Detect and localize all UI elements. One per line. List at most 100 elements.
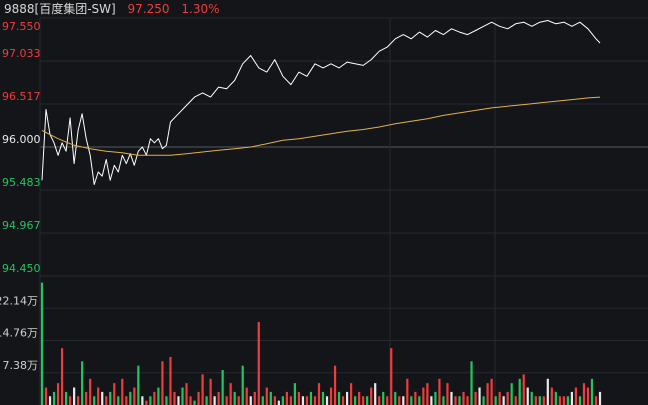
volume-bar: [450, 391, 453, 405]
volume-bar: [249, 396, 252, 405]
volume-bar: [345, 391, 349, 405]
volume-bar: [205, 396, 208, 405]
volume-bar: [598, 391, 602, 405]
volume-bar: [341, 396, 345, 405]
volume-bar: [317, 383, 321, 405]
volume-bar: [466, 396, 469, 405]
volume-bar: [165, 396, 168, 405]
volume-bar: [534, 396, 537, 405]
volume-bar: [273, 396, 276, 405]
volume-bar: [546, 378, 549, 405]
volume-bar: [285, 391, 288, 405]
price-tick-label: 94.450: [2, 262, 41, 275]
volume-tick-label: 7.38万: [3, 359, 39, 372]
volume-bar: [582, 383, 586, 405]
volume-bar: [40, 282, 44, 405]
volume-bar: [233, 391, 236, 405]
volume-bar: [129, 391, 132, 405]
volume-bar: [44, 387, 48, 405]
volume-bar: [173, 391, 176, 405]
chart-header: 9888[百度集团-SW] 97.250 1.30%: [4, 1, 228, 17]
volume-bar: [578, 396, 582, 405]
volume-bar: [374, 383, 377, 405]
volume-bar: [73, 387, 76, 405]
volume-bar: [157, 387, 160, 405]
volume-bar: [177, 396, 180, 405]
volume-bar: [458, 396, 461, 405]
volume-bar: [209, 378, 212, 405]
volume-bar: [402, 396, 405, 405]
volume-bar: [510, 383, 513, 405]
volume-bar: [297, 391, 301, 405]
volume-bar: [570, 391, 574, 405]
price-tick-label: 97.550: [2, 20, 41, 33]
volume-bar: [514, 396, 517, 405]
volume-bar: [257, 321, 260, 405]
volume-bar: [225, 396, 228, 405]
volume-bar: [554, 391, 557, 405]
volume-bar: [153, 391, 156, 405]
volume-bar: [586, 387, 590, 405]
volume-bar: [133, 387, 136, 405]
volume-bar: [390, 348, 393, 405]
volume-bar: [566, 396, 569, 405]
volume-bar: [430, 396, 433, 405]
volume-bar: [418, 396, 421, 405]
volume-bar: [229, 383, 232, 405]
volume-bar: [305, 396, 309, 405]
price-tick-label: 95.483: [2, 176, 41, 189]
volume-bar: [141, 396, 144, 405]
volume-bar: [474, 391, 477, 405]
volume-bar: [113, 383, 116, 405]
volume-bar: [594, 396, 598, 405]
volume-bar: [426, 383, 429, 405]
last-price: 97.250: [127, 2, 170, 16]
volume-bar: [462, 391, 465, 405]
volume-bar: [48, 396, 52, 405]
average-price-line: [41, 96, 601, 156]
volume-bar: [382, 391, 385, 405]
price-tick-label: 96.000: [2, 133, 41, 146]
volume-bar: [125, 396, 128, 405]
volume-bar: [181, 387, 184, 405]
volume-bar: [109, 391, 112, 405]
volume-bar: [85, 391, 88, 405]
volume-bar: [197, 391, 200, 405]
volume-bar: [522, 374, 525, 405]
volume-bar: [60, 348, 64, 405]
volume-bar: [526, 387, 529, 405]
volume-bar: [550, 387, 553, 405]
volume-bar: [253, 391, 256, 405]
volume-bar: [454, 396, 457, 405]
change-percent: 1.30%: [181, 2, 220, 16]
volume-bar: [337, 391, 341, 405]
volume-bar: [329, 387, 333, 405]
volume-bar: [558, 396, 561, 405]
volume-bar: [265, 387, 268, 405]
volume-bar: [245, 387, 248, 405]
volume-bar: [502, 396, 505, 405]
volume-bar: [81, 361, 84, 405]
volume-bar: [350, 383, 353, 405]
volume-bar: [478, 387, 481, 405]
volume-bar: [446, 383, 449, 405]
volume-bar: [217, 391, 220, 405]
volume-bar: [201, 374, 204, 405]
volume-bar: [538, 396, 541, 405]
price-tick-label: 97.033: [2, 47, 41, 60]
volume-bar: [325, 396, 329, 405]
volume-bar: [193, 400, 196, 405]
volume-bar: [97, 387, 100, 405]
volume-bar: [518, 378, 521, 405]
volume-bar: [161, 361, 164, 405]
volume-bar: [289, 396, 292, 405]
volume-bar: [386, 396, 389, 405]
volume-bar: [137, 365, 140, 405]
volume-bar: [149, 396, 152, 405]
volume-bar: [281, 396, 284, 405]
volume-bar: [442, 396, 445, 405]
volume-bar: [221, 370, 224, 405]
volume-bar: [406, 378, 409, 405]
